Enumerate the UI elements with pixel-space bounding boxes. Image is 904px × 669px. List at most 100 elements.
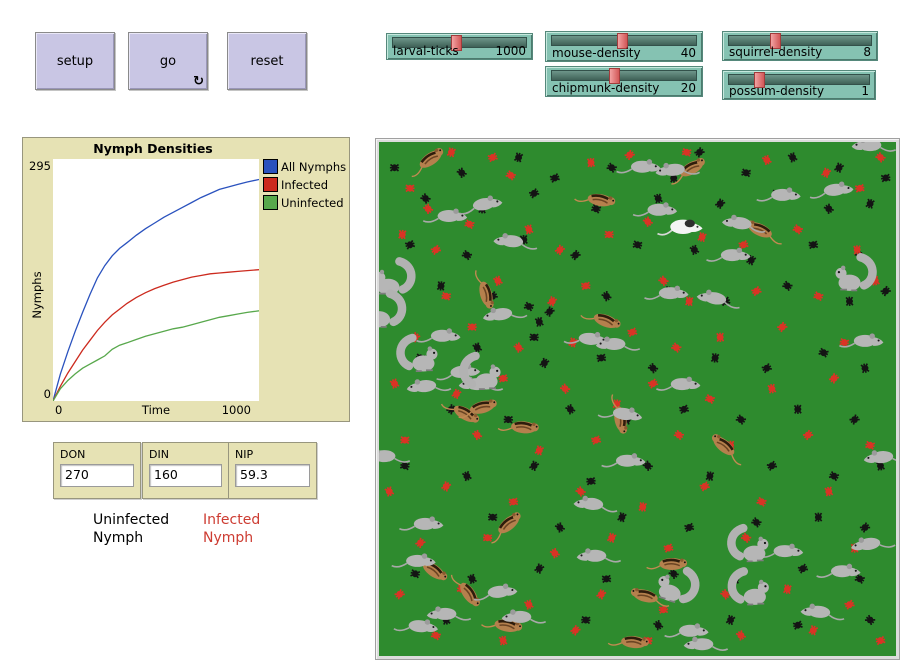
mouse-agent — [379, 447, 411, 463]
slider-track[interactable] — [728, 74, 870, 85]
slider-value: 40 — [680, 46, 696, 60]
slider-track[interactable] — [728, 35, 872, 46]
tick-agent — [533, 444, 545, 457]
squirrel-agent — [654, 565, 698, 607]
slider-possum-density[interactable]: possum-density 1 — [722, 70, 876, 100]
chipmunk-agent — [448, 568, 484, 611]
tick-agent — [734, 413, 748, 426]
squirrel-agent — [836, 257, 873, 291]
slider-larval-ticks[interactable]: larval-ticks 1000 — [386, 33, 533, 60]
slider-handle[interactable] — [616, 33, 628, 49]
setup-button[interactable]: setup — [35, 32, 115, 90]
tick-agent — [522, 300, 536, 313]
tick-agent — [662, 542, 675, 554]
monitor-din: DIN 160 — [142, 442, 229, 499]
tick-agent — [669, 341, 683, 354]
mouse-agent — [398, 515, 445, 531]
slider-handle[interactable] — [451, 35, 463, 51]
tick-agent — [585, 476, 597, 487]
tick-agent — [527, 459, 541, 473]
slider-handle[interactable] — [753, 72, 765, 88]
tick-agent — [429, 243, 443, 257]
tick-agent — [616, 510, 628, 524]
slider-name: larval-ticks — [393, 44, 459, 58]
tick-agent — [813, 511, 823, 523]
mouse-agent — [492, 231, 539, 251]
tick-agent — [580, 615, 592, 625]
tick-agent — [874, 635, 887, 647]
slider-value: 20 — [680, 81, 696, 95]
tick-agent — [646, 377, 660, 390]
chipmunk-agent — [606, 632, 651, 651]
tick-agent — [739, 531, 753, 545]
tick-agent — [436, 280, 446, 292]
squirrel-agent — [379, 261, 411, 295]
tick-agent — [450, 387, 463, 401]
tick-agent — [455, 166, 469, 180]
slider-value: 8 — [863, 45, 871, 59]
tick-agent — [853, 183, 866, 194]
world-view[interactable] — [379, 142, 896, 656]
slider-handle[interactable] — [769, 33, 781, 49]
tick-agent — [504, 169, 518, 182]
squirrel-agent — [732, 571, 769, 605]
tick-agent — [724, 613, 737, 627]
go-button[interactable]: go ↻ — [128, 32, 208, 90]
plot-canvas — [53, 159, 259, 401]
tick-agent — [393, 587, 407, 601]
legend-item: Infected — [263, 177, 346, 192]
legend-swatch-icon — [263, 195, 278, 210]
tick-agent — [786, 150, 799, 164]
tick-agent — [740, 167, 753, 178]
tick-agent — [579, 280, 592, 291]
tick-agent — [844, 295, 855, 307]
tick-agent — [657, 604, 670, 615]
slider-name: mouse-density — [552, 46, 641, 60]
tick-agent — [703, 393, 717, 405]
tick-agent — [801, 428, 815, 442]
tick-agent — [603, 230, 615, 239]
tick-agent — [879, 284, 893, 298]
tick-agent — [389, 163, 400, 173]
mouse-agent — [655, 375, 702, 391]
tick-agent — [507, 496, 520, 507]
mouse-agent — [500, 608, 547, 624]
slider-squirrel-density[interactable]: squirrel-density 8 — [722, 31, 878, 61]
tick-agent — [399, 435, 411, 445]
tick-agent — [791, 223, 805, 236]
tick-agent — [605, 531, 618, 545]
tick-agent — [859, 362, 871, 375]
slider-name: chipmunk-density — [552, 81, 660, 95]
legend-label: Uninfected — [281, 195, 344, 210]
slider-track[interactable] — [551, 70, 697, 81]
tick-agent — [461, 469, 473, 483]
slider-handle[interactable] — [609, 68, 621, 84]
tick-agent — [791, 619, 805, 631]
slider-mouse-density[interactable]: mouse-density 40 — [545, 31, 703, 62]
note-infected-nymph: Infected Nymph — [203, 512, 261, 546]
plot-legend: All Nymphs Infected Uninfected — [263, 159, 346, 213]
slider-label-row: chipmunk-density 20 — [552, 81, 696, 95]
go-button-label: go — [159, 53, 177, 69]
tick-agent — [563, 402, 577, 416]
reset-button[interactable]: reset — [227, 32, 307, 90]
slider-label-row: squirrel-density 8 — [729, 45, 871, 59]
y-axis-max-label: 295 — [29, 159, 51, 173]
tick-agent — [817, 346, 831, 359]
slider-chipmunk-density[interactable]: chipmunk-density 20 — [545, 66, 703, 97]
legend-item: All Nymphs — [263, 159, 346, 174]
tick-agent — [807, 623, 820, 637]
plot-lines-svg — [53, 178, 259, 401]
x-axis-row: 0 Time 1000 — [53, 403, 259, 419]
chipmunk-agent — [496, 417, 541, 436]
tick-agent — [481, 533, 494, 543]
tick-agent — [807, 239, 820, 250]
mouse-agent — [600, 452, 647, 468]
possum-agent — [656, 218, 704, 236]
tick-agent — [409, 568, 422, 580]
tick-agent — [863, 613, 877, 627]
legend-swatch-icon — [263, 159, 278, 174]
tick-agent — [440, 479, 453, 493]
tick-agent — [558, 382, 572, 396]
tick-agent — [623, 148, 637, 162]
